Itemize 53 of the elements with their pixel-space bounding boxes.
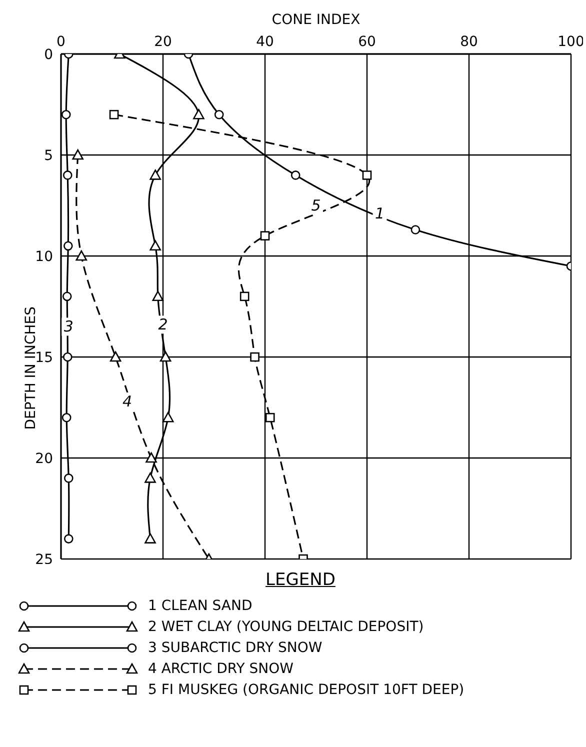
point [62, 170, 72, 180]
annotation: 4 [122, 392, 132, 410]
x-axis-title: CONE INDEX [272, 12, 361, 28]
point [362, 170, 372, 180]
point [410, 225, 420, 234]
point [110, 351, 122, 362]
point [76, 250, 88, 261]
annotation: 1 [374, 204, 385, 223]
point [63, 241, 73, 251]
point [64, 534, 74, 544]
legend-title: LEGEND [264, 570, 336, 590]
x-tick-label: 40 [256, 34, 274, 50]
legend-label: 1 CLEAN SAND [148, 598, 252, 615]
y-tick-label: 15 [35, 350, 53, 366]
x-tick-label: 60 [358, 34, 376, 50]
point [250, 352, 260, 362]
point [160, 351, 172, 362]
point [214, 110, 224, 120]
point [144, 533, 156, 544]
point [265, 412, 275, 422]
x-tick-label: 0 [56, 34, 66, 50]
y-tick-label: 25 [35, 552, 53, 568]
x-tick-label: 100 [558, 34, 584, 50]
point [62, 352, 72, 362]
point [150, 240, 161, 251]
legend-label: 2 WET CLAY (YOUNG DELTAIC DEPOSIT) [148, 619, 424, 636]
point [162, 412, 174, 422]
y-tick-label: 5 [44, 148, 53, 164]
point [146, 452, 157, 463]
point [62, 412, 72, 422]
annotation: 3 [64, 318, 74, 336]
point [109, 110, 119, 120]
point [193, 108, 204, 120]
point [61, 110, 71, 120]
x-tick-label: 20 [154, 34, 172, 50]
legend-label: 3 SUBARCTIC DRY SNOW [148, 640, 322, 657]
y-tick-label: 0 [44, 46, 53, 63]
y-tick-label: 20 [35, 450, 53, 467]
point [62, 292, 72, 302]
point [260, 231, 270, 240]
point [240, 292, 250, 302]
y-tick-label: 10 [35, 248, 53, 265]
point [72, 149, 84, 160]
legend-label: 5 FI MUSKEG (ORGANIC DEPOSIT 10FT DEEP) [148, 682, 464, 699]
point [290, 170, 300, 180]
point [144, 472, 156, 483]
point [150, 170, 161, 180]
point [64, 474, 74, 483]
annotation: 2 [158, 316, 168, 334]
point [152, 290, 164, 302]
legend-label: 4 ARCTIC DRY SNOW [148, 661, 294, 678]
annotation: 5 [311, 196, 321, 214]
x-tick-label: 80 [460, 34, 478, 50]
